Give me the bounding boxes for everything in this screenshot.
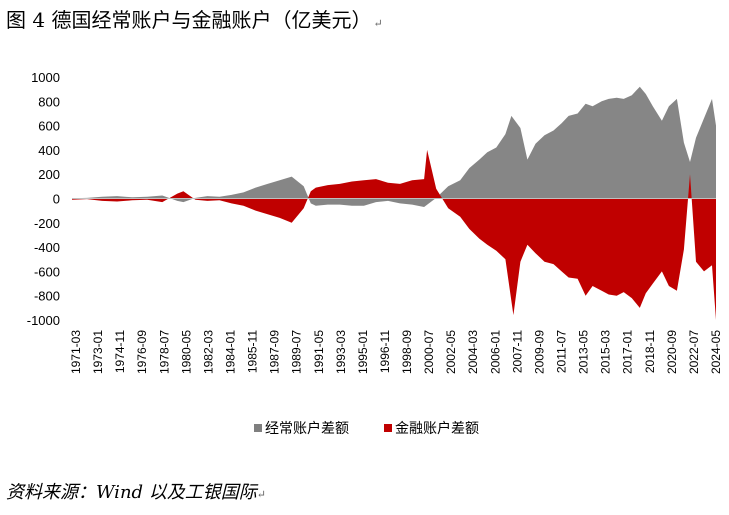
- y-tick-label: 200: [38, 167, 60, 182]
- y-tick-label: 400: [38, 143, 60, 158]
- x-tick-label: 1991-05: [312, 330, 326, 374]
- x-tick-label: 1993-03: [334, 330, 348, 374]
- legend-label-financial-account: 金融账户差额: [395, 420, 479, 436]
- x-tick-label: 2015-03: [599, 330, 613, 374]
- x-tick-label: 2024-05: [709, 330, 723, 374]
- x-tick-label: 2007-11: [510, 330, 524, 373]
- y-tick-label: -1000: [27, 313, 60, 328]
- x-tick-label: 1980-05: [179, 330, 193, 374]
- y-tick-label: -600: [34, 264, 60, 279]
- x-tick-label: 1984-01: [224, 330, 238, 374]
- x-tick-label: 2022-07: [687, 330, 701, 374]
- y-tick-label: -200: [34, 216, 60, 231]
- x-tick-label: 1973-01: [91, 330, 105, 374]
- x-tick-label: 1982-03: [201, 330, 215, 374]
- y-tick-label: 600: [38, 119, 60, 134]
- x-tick-label: 1976-09: [135, 330, 149, 374]
- x-tick-label: 2011-07: [555, 330, 569, 373]
- y-tick-label: -800: [34, 289, 60, 304]
- x-tick-label: 2002-05: [444, 330, 458, 374]
- x-tick-label: 2020-09: [665, 330, 679, 374]
- y-tick-label: 1000: [31, 70, 60, 85]
- y-tick-label: -400: [34, 240, 60, 255]
- x-tick-label: 2000-07: [422, 330, 436, 374]
- source-note-text: 资料来源：Wind 以及工银国际: [6, 482, 257, 503]
- paragraph-mark-source: ↵: [256, 488, 266, 501]
- x-tick-label: 1974-11: [113, 330, 127, 373]
- x-tick-label: 1987-09: [268, 330, 282, 374]
- legend-swatch-financial-account: [384, 424, 392, 432]
- x-tick-label: 2004-03: [466, 330, 480, 374]
- paragraph-mark: ↵: [373, 17, 383, 30]
- series-area-financial-account: [72, 149, 716, 320]
- series-area-current-account: [72, 86, 716, 207]
- x-tick-label: 1998-09: [400, 330, 414, 374]
- legend-swatch-current-account: [254, 424, 262, 432]
- figure-title: 图 4 德国经常账户与金融账户（亿美元） ↵: [6, 4, 383, 33]
- x-tick-label: 1971-03: [69, 330, 83, 374]
- source-note: 资料来源：Wind 以及工银国际↵: [6, 478, 266, 504]
- x-tick-label: 2018-11: [643, 330, 657, 373]
- x-tick-label: 2013-05: [577, 330, 591, 374]
- figure-title-text: 图 4 德国经常账户与金融账户（亿美元）: [6, 8, 372, 32]
- x-tick-label: 1985-11: [246, 330, 260, 373]
- x-tick-label: 2017-01: [621, 330, 635, 374]
- x-tick-label: 1995-01: [356, 330, 370, 374]
- x-tick-label: 1978-07: [157, 330, 171, 374]
- legend-label-current-account: 经常账户差额: [265, 420, 349, 436]
- y-tick-label: 0: [53, 192, 60, 207]
- y-tick-label: 800: [38, 94, 60, 109]
- x-tick-label: 1989-07: [290, 330, 304, 374]
- x-tick-label: 2009-09: [532, 330, 546, 374]
- chart-area: -1000 -800 -600 -400 -200 0 200 400 600 800 1000 19…: [27, 70, 723, 436]
- x-tick-label: 1996-11: [378, 330, 392, 373]
- x-tick-label: 2006-01: [488, 330, 502, 374]
